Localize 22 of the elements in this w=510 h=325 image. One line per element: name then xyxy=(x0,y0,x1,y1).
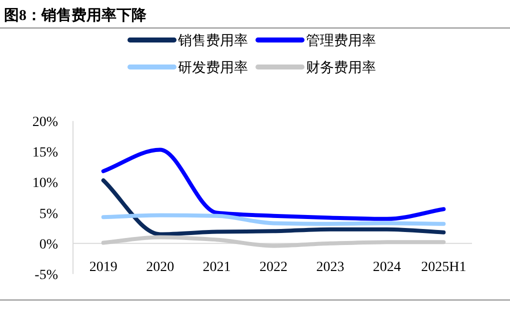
legend-label: 销售费用率 xyxy=(177,33,248,49)
legend-label: 财务费用率 xyxy=(306,60,376,76)
x-tick-label: 2025H1 xyxy=(421,260,466,275)
x-tick-label: 2024 xyxy=(372,260,401,275)
legend-label: 管理费用率 xyxy=(306,33,376,49)
x-tick-label: 2022 xyxy=(260,260,288,275)
x-tick-label: 2020 xyxy=(146,260,174,275)
x-tick-label: 2021 xyxy=(202,260,231,275)
chart-title: 图8：销售费用率下降 xyxy=(4,6,148,24)
x-tick-label: 2019 xyxy=(89,260,118,275)
y-tick-label: 20% xyxy=(32,115,58,130)
y-tick-label: 5% xyxy=(39,206,58,222)
legend-label: 研发费用率 xyxy=(178,60,248,76)
y-tick-label: 10% xyxy=(32,176,58,192)
line-series xyxy=(101,213,446,226)
y-tick-label: -5% xyxy=(34,268,58,283)
line-series xyxy=(101,235,446,248)
x-tick-label: 2023 xyxy=(316,260,344,275)
line-series xyxy=(101,178,446,236)
line-series xyxy=(101,148,446,221)
y-tick-label: 0% xyxy=(39,237,58,252)
y-tick-label: 15% xyxy=(32,146,58,161)
